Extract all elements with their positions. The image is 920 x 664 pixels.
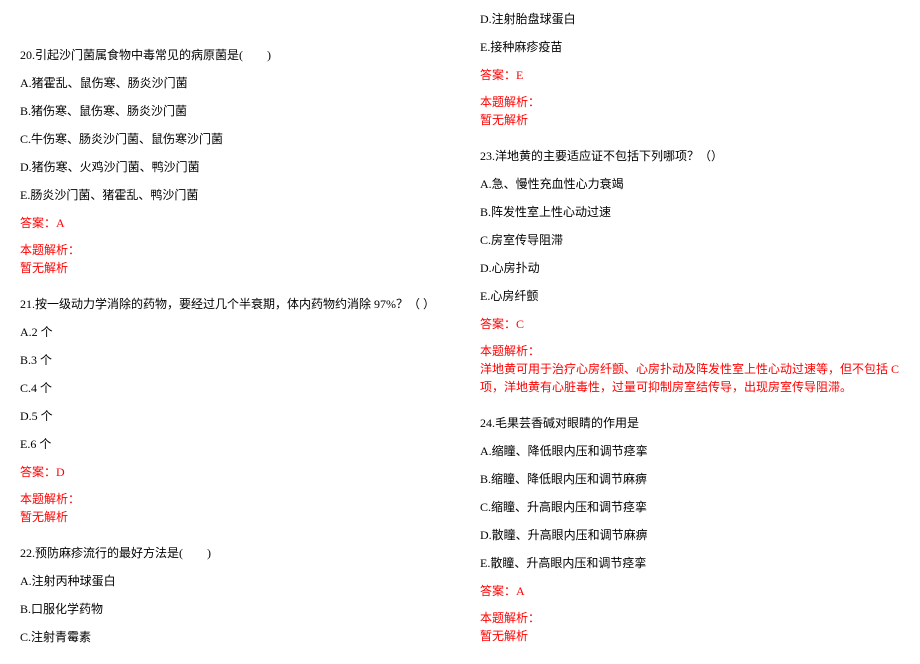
option-a: A.2 个 — [20, 323, 440, 341]
page-columns: 20.引起沙门菌属食物中毒常见的病原菌是( ) A.猪霍乱、鼠伤寒、肠炎沙门菌 … — [20, 10, 900, 664]
option-c: C.注射青霉素 — [20, 628, 440, 646]
option-a: A.注射丙种球蛋白 — [20, 572, 440, 590]
question-22: 22.预防麻疹流行的最好方法是( ) A.注射丙种球蛋白 B.口服化学药物 C.… — [20, 544, 440, 646]
option-c: C.牛伤寒、肠炎沙门菌、鼠伤寒沙门菌 — [20, 130, 440, 148]
right-column: D.注射胎盘球蛋白 E.接种麻疹疫苗 答案：E 本题解析： 暂无解析 23.洋地… — [480, 10, 900, 664]
question-23: 23.洋地黄的主要适应证不包括下列哪项？（） A.急、慢性充血性心力衰竭 B.阵… — [480, 147, 900, 396]
option-d: D.散瞳、升高眼内压和调节麻痹 — [480, 526, 900, 544]
question-24: 24.毛果芸香碱对眼睛的作用是 A.缩瞳、降低眼内压和调节痉挛 B.缩瞳、降低眼… — [480, 414, 900, 645]
option-d: D.5 个 — [20, 407, 440, 425]
question-text: 23.洋地黄的主要适应证不包括下列哪项？（） — [480, 147, 900, 165]
answer-text: 答案：A — [20, 214, 440, 231]
option-d: D.猪伤寒、火鸡沙门菌、鸭沙门菌 — [20, 158, 440, 176]
option-d: D.注射胎盘球蛋白 — [480, 10, 900, 28]
explain-content: 暂无解析 — [480, 111, 900, 129]
option-d: D.心房扑动 — [480, 259, 900, 277]
option-c: C.4 个 — [20, 379, 440, 397]
explain-content: 洋地黄可用于治疗心房纤颤、心房扑动及阵发性室上性心动过速等，但不包括 C 项，洋… — [480, 360, 900, 396]
option-e: E.6 个 — [20, 435, 440, 453]
option-b: B.猪伤寒、鼠伤寒、肠炎沙门菌 — [20, 102, 440, 120]
option-b: B.口服化学药物 — [20, 600, 440, 618]
answer-text: 答案：D — [20, 463, 440, 480]
explain-content: 暂无解析 — [20, 508, 440, 526]
question-21: 21.按一级动力学消除的药物，要经过几个半衰期，体内药物约消除 97%？（ ） … — [20, 295, 440, 526]
explain-label: 本题解析： — [480, 93, 900, 111]
option-e: E.散瞳、升高眼内压和调节痉挛 — [480, 554, 900, 572]
question-text: 22.预防麻疹流行的最好方法是( ) — [20, 544, 440, 562]
option-a: A.急、慢性充血性心力衰竭 — [480, 175, 900, 193]
option-c: C.缩瞳、升高眼内压和调节痉挛 — [480, 498, 900, 516]
option-b: B.缩瞳、降低眼内压和调节麻痹 — [480, 470, 900, 488]
explain-content: 暂无解析 — [20, 259, 440, 277]
option-a: A.缩瞳、降低眼内压和调节痉挛 — [480, 442, 900, 460]
explain-label: 本题解析： — [480, 342, 900, 360]
answer-text: 答案：E — [480, 66, 900, 83]
option-e: E.心房纤颤 — [480, 287, 900, 305]
explain-label: 本题解析： — [20, 490, 440, 508]
question-text: 20.引起沙门菌属食物中毒常见的病原菌是( ) — [20, 46, 440, 64]
option-a: A.猪霍乱、鼠伤寒、肠炎沙门菌 — [20, 74, 440, 92]
option-c: C.房室传导阻滞 — [480, 231, 900, 249]
answer-text: 答案：C — [480, 315, 900, 332]
explain-label: 本题解析： — [480, 609, 900, 627]
question-22-continued: D.注射胎盘球蛋白 E.接种麻疹疫苗 答案：E 本题解析： 暂无解析 — [480, 10, 900, 129]
left-column: 20.引起沙门菌属食物中毒常见的病原菌是( ) A.猪霍乱、鼠伤寒、肠炎沙门菌 … — [20, 10, 440, 664]
option-b: B.3 个 — [20, 351, 440, 369]
option-e: E.肠炎沙门菌、猪霍乱、鸭沙门菌 — [20, 186, 440, 204]
option-e: E.接种麻疹疫苗 — [480, 38, 900, 56]
question-20: 20.引起沙门菌属食物中毒常见的病原菌是( ) A.猪霍乱、鼠伤寒、肠炎沙门菌 … — [20, 46, 440, 277]
option-b: B.阵发性室上性心动过速 — [480, 203, 900, 221]
question-text: 24.毛果芸香碱对眼睛的作用是 — [480, 414, 900, 432]
explain-label: 本题解析： — [20, 241, 440, 259]
question-text: 21.按一级动力学消除的药物，要经过几个半衰期，体内药物约消除 97%？（ ） — [20, 295, 440, 313]
answer-text: 答案：A — [480, 582, 900, 599]
explain-content: 暂无解析 — [480, 627, 900, 645]
